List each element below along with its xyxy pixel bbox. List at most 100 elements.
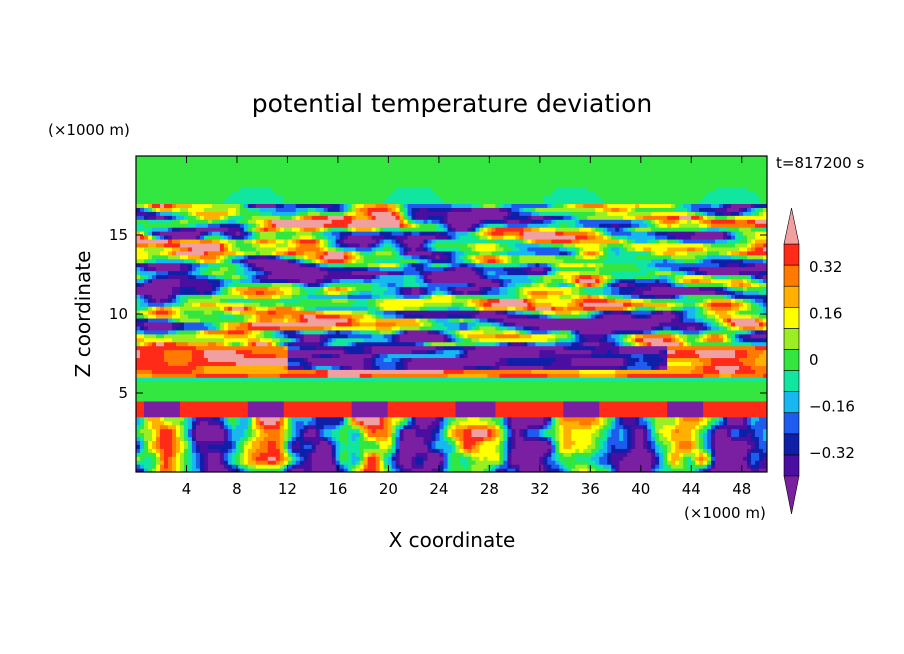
field-cell xyxy=(259,373,265,378)
field-cell xyxy=(383,416,389,422)
field-cell xyxy=(627,349,632,355)
field-cell xyxy=(291,432,297,438)
field-cell xyxy=(435,424,441,430)
field-cell xyxy=(379,345,385,351)
field-cell xyxy=(411,464,417,469)
field-cell xyxy=(575,389,580,394)
field-cell xyxy=(647,416,652,422)
field-cell xyxy=(383,408,389,414)
field-cell xyxy=(407,468,413,472)
field-cell xyxy=(691,349,696,355)
field-cell xyxy=(699,456,704,461)
field-cell xyxy=(595,440,600,445)
field-cell xyxy=(551,416,556,422)
field-cell xyxy=(323,452,329,457)
field-cell xyxy=(343,444,349,449)
field-cell xyxy=(299,436,305,441)
field-cell xyxy=(719,456,724,461)
field-cell xyxy=(655,432,660,438)
field-cell xyxy=(199,377,205,382)
field-cell xyxy=(391,424,397,430)
field-cell xyxy=(487,369,493,374)
field-cell xyxy=(711,412,716,418)
field-cell xyxy=(179,464,185,469)
field-cell xyxy=(507,440,512,445)
field-cell xyxy=(435,432,441,438)
field-cell xyxy=(731,464,736,469)
field-cell xyxy=(535,444,540,449)
field-cell xyxy=(427,468,433,472)
field-cell xyxy=(499,424,505,430)
field-cell xyxy=(639,357,644,362)
field-cell xyxy=(351,369,357,374)
field-cell xyxy=(155,420,161,426)
field-cell xyxy=(159,436,165,441)
field-cell xyxy=(139,436,145,441)
field-cell xyxy=(523,385,528,390)
field-cell xyxy=(391,400,397,406)
field-cell xyxy=(207,385,213,390)
field-cell xyxy=(695,412,700,418)
field-cell xyxy=(407,408,413,414)
field-cell xyxy=(179,361,185,366)
field-cell xyxy=(451,440,457,445)
field-cell xyxy=(263,436,269,441)
field-cell xyxy=(719,369,724,374)
field-cell xyxy=(563,412,568,418)
field-cell xyxy=(279,412,285,418)
field-cell xyxy=(763,377,767,382)
field-cell xyxy=(447,428,453,434)
field-cell xyxy=(655,440,660,445)
field-cell xyxy=(195,456,201,461)
field-cell xyxy=(171,404,177,410)
field-cell xyxy=(635,408,640,414)
field-cell xyxy=(151,448,157,453)
field-cell xyxy=(136,464,141,469)
field-cell xyxy=(199,412,205,418)
field-cell xyxy=(591,424,596,430)
field-cell xyxy=(459,456,465,461)
field-cell xyxy=(523,440,528,445)
field-cell xyxy=(655,396,660,402)
field-cell xyxy=(539,373,544,378)
field-cell xyxy=(755,357,760,362)
field-cell xyxy=(243,365,249,370)
field-cell xyxy=(735,468,740,472)
field-cell xyxy=(611,373,616,378)
field-cell xyxy=(267,381,273,386)
field-cell xyxy=(547,377,552,382)
field-cell xyxy=(547,373,552,378)
field-cell xyxy=(315,444,321,449)
field-cell xyxy=(403,416,409,422)
field-cell xyxy=(539,381,544,386)
field-cell xyxy=(615,424,620,430)
field-cell xyxy=(551,468,556,472)
field-cell xyxy=(199,432,205,438)
field-cell xyxy=(239,440,245,445)
field-cell xyxy=(351,436,357,441)
field-cell xyxy=(191,345,197,351)
field-cell xyxy=(395,420,401,426)
field-cell xyxy=(471,353,477,359)
field-cell xyxy=(627,432,632,438)
field-cell xyxy=(359,396,365,402)
field-cell xyxy=(675,412,680,418)
field-cell xyxy=(559,452,564,457)
field-cell xyxy=(487,396,493,402)
field-cell xyxy=(136,349,141,355)
field-cell xyxy=(623,381,628,386)
field-cell xyxy=(431,456,437,461)
field-cell xyxy=(743,357,748,362)
field-cell xyxy=(735,361,740,366)
field-cell xyxy=(459,377,465,382)
field-cell xyxy=(747,436,752,441)
field-cell xyxy=(567,381,572,386)
field-cell xyxy=(711,365,716,370)
field-cell xyxy=(719,400,724,406)
field-cell xyxy=(679,365,684,370)
field-cell xyxy=(419,456,425,461)
field-cell xyxy=(463,361,469,366)
field-cell xyxy=(631,357,636,362)
field-cell xyxy=(211,389,217,394)
field-cell xyxy=(323,424,329,430)
